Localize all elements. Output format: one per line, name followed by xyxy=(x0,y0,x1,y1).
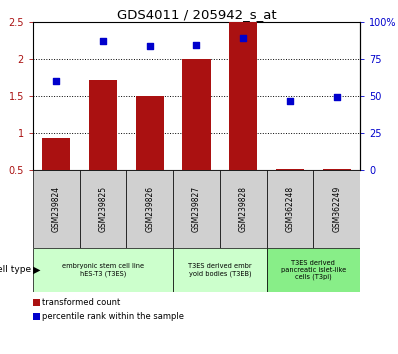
Text: GSM239828: GSM239828 xyxy=(239,186,248,232)
Bar xyxy=(127,170,173,248)
Bar xyxy=(267,170,313,248)
Bar xyxy=(173,170,220,248)
Text: GSM362248: GSM362248 xyxy=(285,186,295,232)
Text: GSM239827: GSM239827 xyxy=(192,186,201,232)
Bar xyxy=(229,22,257,170)
Text: percentile rank within the sample: percentile rank within the sample xyxy=(42,312,184,321)
Text: GSM239824: GSM239824 xyxy=(52,186,61,232)
Text: cell type: cell type xyxy=(0,266,31,274)
Text: GSM239825: GSM239825 xyxy=(99,186,107,232)
Bar xyxy=(42,138,70,170)
Bar xyxy=(276,169,304,170)
Point xyxy=(287,98,293,104)
Point xyxy=(193,42,200,48)
Bar xyxy=(323,169,351,170)
Text: T3ES derived embr
yoid bodies (T3EB): T3ES derived embr yoid bodies (T3EB) xyxy=(188,263,252,277)
Bar xyxy=(173,248,267,292)
Point xyxy=(53,78,60,84)
Bar xyxy=(220,170,267,248)
Title: GDS4011 / 205942_s_at: GDS4011 / 205942_s_at xyxy=(117,8,276,21)
Bar xyxy=(33,248,173,292)
Bar xyxy=(136,96,164,170)
Text: T3ES derived
pancreatic islet-like
cells (T3pi): T3ES derived pancreatic islet-like cells… xyxy=(281,260,346,280)
Bar xyxy=(183,59,211,170)
Bar xyxy=(267,248,360,292)
Point xyxy=(100,38,106,43)
Bar xyxy=(33,170,80,248)
Text: embryonic stem cell line
hES-T3 (T3ES): embryonic stem cell line hES-T3 (T3ES) xyxy=(62,263,144,277)
Point xyxy=(146,43,153,48)
Bar xyxy=(80,170,127,248)
Text: transformed count: transformed count xyxy=(42,298,121,307)
Text: GSM362249: GSM362249 xyxy=(332,186,341,232)
Point xyxy=(240,35,246,40)
Bar xyxy=(89,80,117,170)
Text: ▶: ▶ xyxy=(33,265,41,275)
Bar xyxy=(313,170,360,248)
Text: GSM239826: GSM239826 xyxy=(145,186,154,232)
Point xyxy=(334,95,340,100)
